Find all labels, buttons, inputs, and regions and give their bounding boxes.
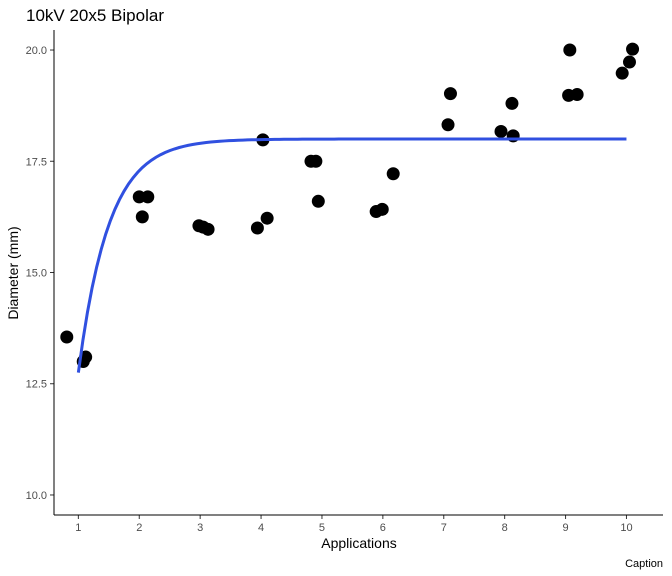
data-point	[441, 118, 455, 132]
y-axis-ticks: 10.0 12.5 15.0 17.5 20.0	[26, 45, 54, 502]
data-point	[443, 87, 457, 101]
y-tick-label: 15.0	[26, 268, 47, 280]
x-tick-label: 6	[380, 522, 386, 534]
data-point	[141, 190, 155, 204]
x-tick-label: 10	[620, 522, 632, 534]
x-tick-label: 1	[75, 522, 81, 534]
data-point	[201, 222, 215, 236]
x-tick-label: 7	[441, 522, 447, 534]
data-point	[563, 43, 577, 57]
y-tick-label: 20.0	[26, 45, 47, 57]
data-point	[250, 221, 264, 235]
chart-title: 10kV 20x5 Bipolar	[26, 6, 164, 25]
y-tick-label: 12.5	[26, 379, 47, 391]
data-points	[60, 42, 640, 368]
data-point	[375, 202, 389, 216]
data-point	[623, 55, 637, 69]
chart-caption: Caption	[625, 558, 663, 570]
data-point	[386, 167, 400, 181]
data-point	[494, 124, 508, 138]
x-axis-ticks: 1 2 3 4 5 6 7 8 9 10	[75, 515, 633, 534]
data-point	[570, 88, 584, 102]
x-tick-label: 4	[258, 522, 264, 534]
data-point	[309, 154, 323, 168]
y-axis-title: Diameter (mm)	[5, 226, 21, 319]
data-point	[311, 194, 325, 208]
x-axis-title: Applications	[321, 535, 397, 551]
y-tick-label: 17.5	[26, 156, 47, 168]
fit-curve	[76, 137, 627, 373]
data-point	[626, 42, 640, 56]
x-tick-label: 5	[319, 522, 325, 534]
x-tick-label: 8	[502, 522, 508, 534]
x-tick-label: 9	[562, 522, 568, 534]
data-point	[60, 330, 74, 344]
data-point	[135, 210, 149, 224]
data-point	[505, 96, 519, 110]
y-tick-label: 10.0	[26, 490, 47, 502]
x-tick-label: 3	[197, 522, 203, 534]
x-tick-label: 2	[136, 522, 142, 534]
data-point	[615, 66, 629, 80]
data-point	[260, 211, 274, 225]
